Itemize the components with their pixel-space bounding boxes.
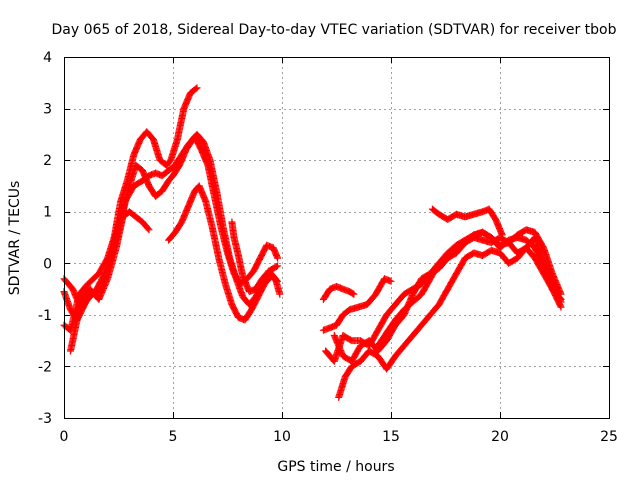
grid-lines xyxy=(64,57,609,418)
series-track-h xyxy=(319,275,395,334)
x-tick-labels: 0 5 10 15 20 25 xyxy=(60,429,618,445)
y-axis-label: SDTVAR / TECUs xyxy=(7,181,23,296)
y-tick-label: 1 xyxy=(43,205,52,221)
data-point xyxy=(498,231,506,239)
data-point xyxy=(557,303,565,311)
data-point xyxy=(144,225,152,233)
y-tick-label: 4 xyxy=(43,50,52,66)
series-track-d xyxy=(67,208,153,355)
data-point xyxy=(145,226,153,234)
x-tick-label: 5 xyxy=(169,429,178,445)
y-tick-label: 3 xyxy=(43,102,52,118)
plot-frame xyxy=(64,57,610,419)
data-point xyxy=(557,290,565,298)
data-point xyxy=(193,84,201,92)
series-track-f xyxy=(228,218,284,298)
x-tick-label: 25 xyxy=(600,429,618,445)
x-axis-label: GPS time / hours xyxy=(277,459,394,475)
y-tick-label: -2 xyxy=(38,359,52,375)
series-track-e xyxy=(165,182,282,324)
chart-title: Day 065 of 2018, Sidereal Day-to-day VTE… xyxy=(51,22,616,38)
data-point xyxy=(387,277,395,285)
y-tick-labels: -3 -2 -1 0 1 2 3 4 xyxy=(38,50,52,427)
y-tick-label: 2 xyxy=(43,153,52,169)
series-track-m xyxy=(428,205,506,239)
x-tick-label: 15 xyxy=(382,429,400,445)
series-track-c xyxy=(60,84,201,334)
data-point xyxy=(272,263,280,271)
data-point xyxy=(350,290,358,298)
data-point xyxy=(274,254,282,262)
series-track-g xyxy=(319,283,358,303)
x-tick-label: 10 xyxy=(273,429,291,445)
data-point xyxy=(276,290,284,298)
y-tick-label: 0 xyxy=(43,256,52,272)
data-point xyxy=(274,262,282,270)
data-point xyxy=(192,85,200,93)
x-tick-label: 20 xyxy=(491,429,509,445)
data-marks xyxy=(60,84,565,401)
y-tick-label: -3 xyxy=(38,411,52,427)
x-tick-label: 0 xyxy=(60,429,69,445)
series-track-b xyxy=(60,130,282,314)
series-track-l xyxy=(374,228,565,350)
axis-ticks xyxy=(64,57,610,419)
y-tick-label: -1 xyxy=(38,308,52,324)
